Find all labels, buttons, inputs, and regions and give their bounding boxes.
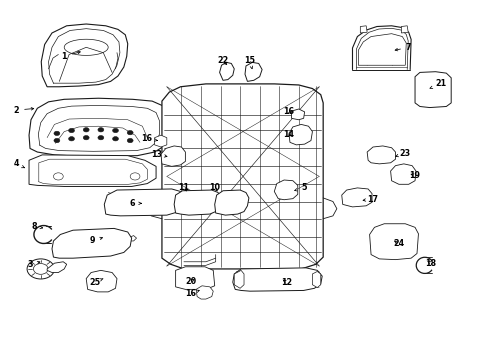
- Polygon shape: [196, 286, 213, 299]
- Text: 10: 10: [209, 183, 220, 192]
- Polygon shape: [155, 135, 167, 147]
- Text: 15: 15: [245, 57, 255, 69]
- Polygon shape: [41, 24, 128, 87]
- Polygon shape: [289, 125, 313, 145]
- Polygon shape: [162, 84, 323, 269]
- Text: 19: 19: [410, 171, 420, 180]
- Polygon shape: [86, 270, 117, 292]
- Circle shape: [113, 129, 119, 133]
- Polygon shape: [415, 72, 451, 108]
- Polygon shape: [104, 189, 184, 216]
- Circle shape: [54, 138, 60, 143]
- Text: 23: 23: [396, 149, 411, 158]
- Polygon shape: [342, 188, 372, 207]
- Text: 20: 20: [186, 276, 197, 285]
- Polygon shape: [174, 190, 220, 215]
- Text: 14: 14: [284, 130, 294, 139]
- Polygon shape: [175, 267, 215, 289]
- Text: 21: 21: [430, 80, 447, 89]
- Text: 12: 12: [281, 278, 292, 287]
- Polygon shape: [274, 180, 298, 200]
- Circle shape: [83, 135, 89, 140]
- Polygon shape: [47, 262, 67, 273]
- Text: 16: 16: [141, 134, 157, 143]
- Text: 4: 4: [14, 159, 24, 168]
- Text: 25: 25: [89, 278, 103, 287]
- Polygon shape: [369, 224, 418, 260]
- Circle shape: [83, 128, 89, 132]
- Polygon shape: [52, 228, 132, 258]
- Text: 8: 8: [31, 222, 43, 231]
- Polygon shape: [29, 98, 171, 157]
- Polygon shape: [245, 62, 262, 81]
- Polygon shape: [401, 26, 408, 33]
- Text: 17: 17: [363, 194, 378, 203]
- Text: 2: 2: [14, 105, 34, 114]
- Circle shape: [113, 136, 119, 141]
- Polygon shape: [234, 270, 244, 288]
- Polygon shape: [358, 34, 406, 65]
- Text: 13: 13: [151, 150, 167, 159]
- Polygon shape: [161, 146, 185, 166]
- Polygon shape: [233, 268, 322, 291]
- Polygon shape: [220, 62, 234, 80]
- Circle shape: [98, 135, 104, 140]
- Polygon shape: [215, 190, 249, 215]
- Text: 1: 1: [61, 51, 80, 61]
- Circle shape: [98, 128, 104, 132]
- Text: 11: 11: [178, 183, 190, 192]
- Text: 18: 18: [425, 259, 436, 268]
- Polygon shape: [29, 155, 156, 186]
- Circle shape: [69, 129, 74, 133]
- Polygon shape: [391, 164, 416, 184]
- Text: 16: 16: [284, 107, 294, 116]
- Polygon shape: [367, 146, 395, 164]
- Text: 9: 9: [90, 237, 102, 246]
- Circle shape: [54, 131, 60, 135]
- Polygon shape: [292, 109, 305, 120]
- Text: 7: 7: [395, 43, 412, 52]
- Polygon shape: [360, 26, 367, 33]
- Text: 16: 16: [185, 289, 199, 298]
- Text: 3: 3: [27, 260, 40, 269]
- Text: 24: 24: [393, 239, 404, 248]
- Circle shape: [127, 131, 133, 135]
- Polygon shape: [313, 271, 321, 288]
- Text: 5: 5: [294, 183, 306, 192]
- Circle shape: [127, 138, 133, 143]
- Circle shape: [69, 136, 74, 141]
- Text: 22: 22: [218, 57, 229, 66]
- Text: 6: 6: [130, 199, 141, 208]
